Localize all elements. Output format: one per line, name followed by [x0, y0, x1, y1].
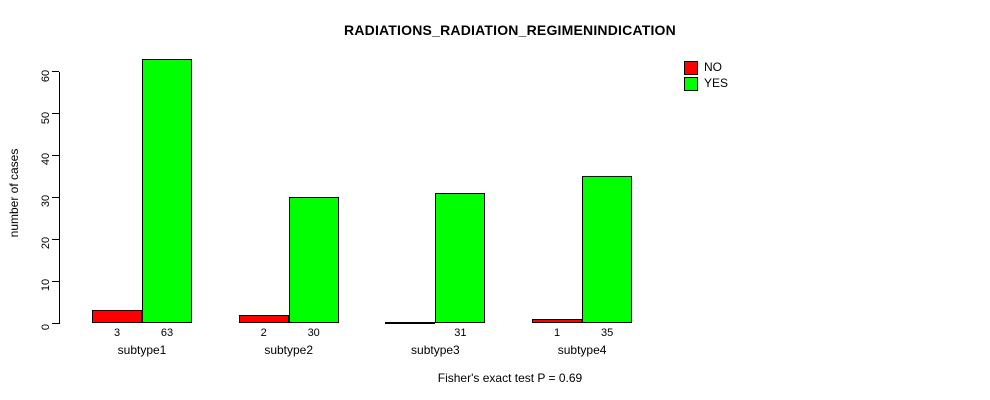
bar-value-label: 2	[260, 327, 267, 339]
y-tick-label-text: 30	[40, 195, 52, 208]
y-tick-mark	[52, 322, 59, 324]
legend-swatch-yes	[684, 76, 698, 91]
legend-label-yes: YES	[704, 76, 729, 90]
y-tick-mark	[52, 71, 59, 73]
y-tick-mark	[52, 196, 59, 198]
y-tick-label-text: 10	[40, 278, 52, 292]
chart-title: RADIATIONS_RADIATION_REGIMENINDICATION	[344, 22, 676, 38]
y-tick-label-text: 0	[40, 323, 52, 331]
bar-value-label: 3	[113, 327, 121, 339]
x-category-label: subtype2	[264, 343, 314, 357]
bar-yes-subtype3	[435, 193, 486, 323]
legend-label-no: NO	[704, 60, 722, 74]
legend-swatch-no	[684, 60, 698, 75]
bar-yes-subtype1	[142, 59, 192, 323]
x-category-label: subtype4	[557, 343, 607, 357]
y-tick-label-text: 50	[40, 111, 52, 124]
bar-value-label: 35	[600, 327, 614, 339]
y-tick-mark	[52, 238, 59, 240]
legend: NO YES	[684, 60, 728, 92]
bar-value-label: 63	[160, 327, 174, 339]
bar-no-subtype4	[532, 318, 583, 323]
y-tick-label-text: 20	[40, 237, 52, 250]
bar-yes-subtype4	[582, 176, 633, 323]
x-category-label: subtype3	[411, 343, 460, 357]
y-tick-mark	[52, 280, 59, 282]
fisher-test-footnote: Fisher's exact test P = 0.69	[437, 371, 583, 385]
bar-no-subtype1	[92, 310, 142, 323]
legend-item-no: NO	[684, 60, 728, 75]
legend-item-yes: YES	[684, 76, 728, 91]
bar-value-label: 31	[454, 327, 467, 339]
y-tick-mark	[52, 154, 59, 156]
y-tick-label-text: 40	[40, 153, 52, 166]
y-tick-label-text: 60	[40, 69, 52, 82]
bar-yes-subtype2	[288, 197, 339, 323]
bar-value-label: 30	[307, 327, 320, 339]
bar-no-subtype3	[385, 322, 436, 324]
y-axis-title-text: number of cases	[7, 148, 21, 238]
y-axis-line	[59, 71, 60, 324]
bar-value-label: 1	[554, 327, 561, 339]
y-tick-mark	[52, 113, 59, 114]
bar-no-subtype2	[238, 314, 289, 323]
x-category-label: subtype1	[117, 343, 167, 357]
